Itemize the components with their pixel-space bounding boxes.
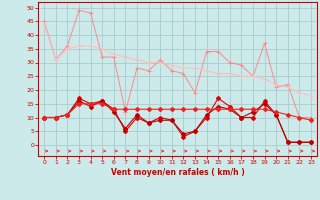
X-axis label: Vent moyen/en rafales ( km/h ): Vent moyen/en rafales ( km/h ) bbox=[111, 168, 244, 177]
